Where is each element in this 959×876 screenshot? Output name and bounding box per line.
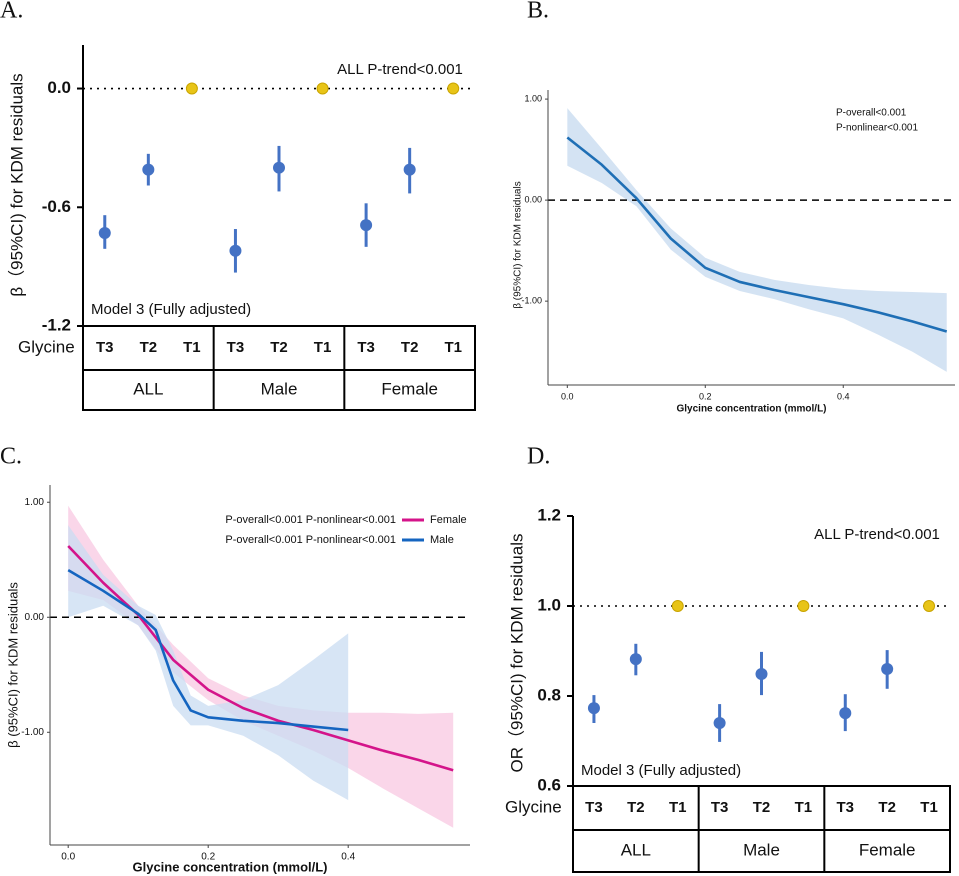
reference-point: [923, 600, 936, 612]
y-tick-label: 0.0: [47, 78, 71, 97]
y-axis-label: β（95%CI) for KDM residuals: [7, 73, 26, 296]
point: [587, 702, 600, 715]
category-label: T1: [669, 799, 687, 816]
category-label: T1: [183, 339, 201, 356]
x-axis-label: Glycine concentration (mmol/L): [676, 404, 826, 415]
legend-note: P-overall<0.001 P-nonlinear<0.001: [225, 514, 396, 526]
y-tick-label: -1.00: [21, 727, 44, 738]
category-label: T3: [96, 339, 114, 356]
category-label: T1: [314, 339, 332, 356]
point: [629, 653, 642, 666]
row-label: Glycine: [505, 797, 562, 816]
group-label: Male: [743, 840, 780, 859]
category-label: T2: [627, 799, 645, 816]
category-label: T1: [920, 799, 938, 816]
legend-label: Female: [430, 514, 467, 526]
category-label: T1: [444, 339, 462, 356]
row-label: Glycine: [18, 337, 75, 356]
category-label: T2: [878, 799, 896, 816]
group-label: Female: [381, 379, 438, 398]
group-label: Male: [261, 379, 298, 398]
spline-line: [67, 568, 349, 732]
group-label: ALL: [621, 840, 651, 859]
point: [403, 163, 416, 176]
x-tick-label: 0.0: [561, 391, 574, 401]
annotation: P-overall<0.001: [836, 108, 907, 119]
confidence-band: [567, 108, 947, 372]
y-axis-label: β (95%CI) for KDM residuals: [513, 181, 524, 308]
point: [229, 244, 242, 257]
category-label: T3: [357, 339, 375, 356]
annotation: ALL P-trend<0.001: [337, 61, 463, 78]
y-tick-label: 0.6: [537, 775, 561, 794]
panel-label: C.: [0, 444, 22, 470]
y-tick-label: -1.00: [521, 296, 542, 306]
x-tick-label: 0.2: [699, 391, 712, 401]
group-label: ALL: [133, 379, 163, 398]
reference-point: [447, 82, 460, 95]
y-tick-label: 1.00: [524, 93, 542, 103]
annotation: ALL P-trend<0.001: [814, 526, 940, 543]
category-label: T2: [140, 339, 158, 356]
point: [273, 161, 285, 174]
model-note: Model 3 (Fully adjusted): [581, 762, 741, 779]
reference-point: [797, 600, 810, 612]
panel-label: A.: [0, 0, 23, 24]
y-axis-label: OR（95%CI) for KDM residuals: [507, 533, 526, 772]
confidence-band: [68, 525, 349, 801]
category-label: T2: [401, 339, 419, 356]
reference-point: [316, 82, 329, 95]
group-label: Female: [859, 840, 916, 859]
y-tick-label: -1.2: [42, 315, 71, 334]
point: [98, 226, 111, 239]
category-label: T3: [227, 339, 245, 356]
y-tick-label: 0.00: [25, 612, 45, 623]
x-tick-label: 0.2: [201, 852, 215, 863]
x-tick-label: 0.4: [837, 391, 850, 401]
legend-label: Male: [430, 534, 454, 546]
confidence-band: [68, 505, 454, 828]
y-tick-label: 0.8: [537, 685, 561, 704]
x-tick-label: 0.4: [341, 852, 355, 863]
legend-note: P-overall<0.001 P-nonlinear<0.001: [225, 534, 396, 546]
category-label: T2: [270, 339, 288, 356]
x-tick-label: 0.0: [61, 852, 75, 863]
panel-label: B.: [527, 0, 549, 24]
point: [142, 163, 155, 176]
y-axis-label: β (95%CI) for KDM residuals: [5, 582, 20, 748]
point: [713, 717, 726, 729]
y-tick-label: 1.00: [25, 497, 45, 508]
y-tick-label: -0.6: [42, 197, 71, 216]
y-tick-label: 0.00: [524, 194, 542, 204]
panel-label: D.: [527, 444, 550, 470]
annotation: P-nonlinear<0.001: [836, 123, 918, 134]
category-label: T3: [585, 799, 603, 816]
point: [839, 707, 852, 720]
category-label: T1: [795, 799, 813, 816]
x-axis-label: Glycine concentration (mmol/L): [132, 859, 327, 874]
y-tick-label: 1.0: [537, 595, 561, 614]
category-label: T3: [711, 799, 729, 816]
table-frame: [82, 325, 476, 411]
y-tick-label: 1.2: [537, 505, 561, 524]
model-note: Model 3 (Fully adjusted): [91, 301, 251, 318]
point: [360, 219, 373, 232]
point: [755, 667, 768, 680]
spline-line: [566, 136, 948, 333]
category-label: T2: [753, 799, 771, 816]
category-label: T3: [837, 799, 855, 816]
reference-point: [185, 82, 198, 95]
reference-point: [671, 600, 684, 612]
point: [881, 663, 894, 675]
